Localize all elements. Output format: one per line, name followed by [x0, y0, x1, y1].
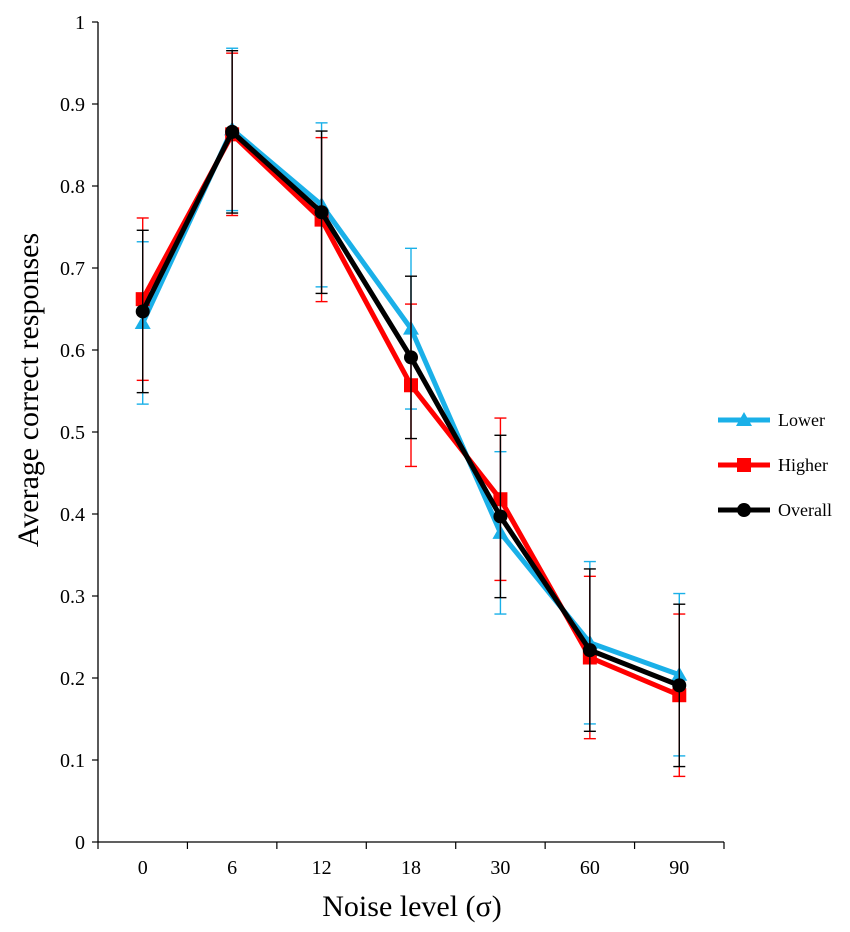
y-tick-label: 1 — [75, 12, 85, 34]
data-point-overall — [135, 304, 150, 319]
legend: Lower Higher Overall — [718, 410, 832, 520]
legend-item-lower: Lower — [718, 410, 825, 430]
series-overall — [135, 50, 687, 768]
data-point-overall — [582, 643, 597, 658]
legend-marker-lower — [736, 412, 752, 426]
y-tick-label: 0.1 — [60, 750, 85, 772]
x-tick-label: 90 — [669, 857, 689, 879]
y-tick-label: 0.9 — [60, 94, 85, 116]
x-tick-label: 0 — [138, 857, 148, 879]
x-axis-title: Noise level (σ) — [322, 890, 501, 923]
legend-item-overall: Overall — [718, 500, 832, 520]
y-tick-label: 0.4 — [60, 504, 85, 526]
data-point-overall — [314, 205, 329, 220]
legend-marker-overall — [737, 503, 751, 517]
legend-label-overall: Overall — [778, 500, 832, 520]
x-tick-label: 12 — [312, 857, 332, 879]
data-point-overall — [225, 124, 240, 139]
y-tick-label: 0.2 — [60, 668, 85, 690]
series-layer — [134, 47, 688, 778]
x-tick-label: 6 — [227, 857, 237, 879]
axes: 0 0.1 0.2 0.3 0.4 0.5 0.6 0.7 0.8 0.9 1 0 6 12 18 30 60 9… — [60, 12, 725, 879]
x-tick-label: 30 — [490, 857, 510, 879]
legend-marker-higher — [737, 458, 751, 472]
y-tick-label: 0.3 — [60, 586, 85, 608]
y-tick-label: 0 — [75, 832, 85, 854]
y-tick-label: 0.6 — [60, 340, 85, 362]
y-tick-label: 0.7 — [60, 258, 85, 280]
data-point-overall — [493, 509, 508, 524]
x-tick-label: 60 — [580, 857, 600, 879]
x-tick-label: 18 — [401, 857, 421, 879]
data-point-overall — [672, 678, 687, 693]
data-point-overall — [404, 350, 418, 365]
legend-item-higher: Higher — [718, 455, 828, 475]
y-tick-label: 0.5 — [60, 422, 85, 444]
y-tick-label: 0.8 — [60, 176, 85, 198]
legend-label-lower: Lower — [778, 410, 825, 430]
y-axis-title: Average correct responses — [12, 233, 45, 547]
legend-label-higher: Higher — [778, 455, 828, 475]
